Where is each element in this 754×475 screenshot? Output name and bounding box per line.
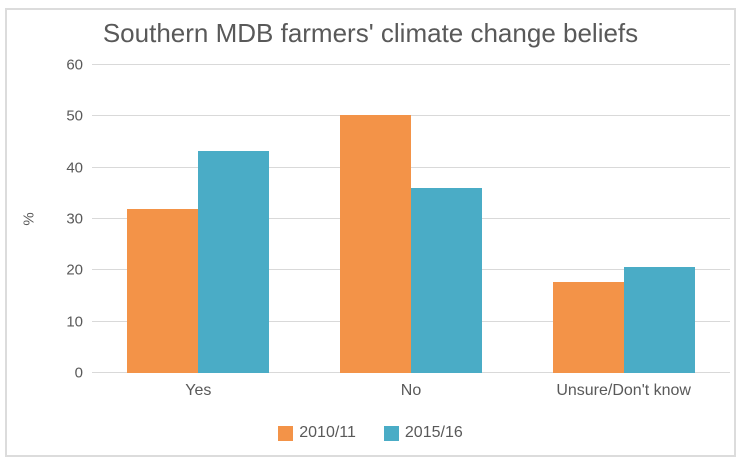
legend-item-2015/16: 2015/16 [383,424,463,442]
y-tick-label-60: 60 [66,56,83,74]
y-tick-label-20: 20 [66,261,83,279]
x-category-label-Unsure/Don't know: Unsure/Don't know [556,382,691,399]
y-tick-label-30: 30 [66,210,83,228]
y-axis-tick-labels: 0 10 20 30 40 50 60 [7,57,83,382]
bar-2015/16-Unsure/Don't know [623,267,695,373]
legend-label: 2015/16 [404,424,463,441]
legend: 2010/11 2015/16 [7,424,734,442]
legend-swatch-icon [383,425,399,441]
x-category-label-Yes: Yes [185,382,212,399]
y-tick-label-40: 40 [66,159,83,177]
x-axis-category-labels: Yes No Unsure/Don't know [92,382,730,404]
y-tick-label-10: 10 [66,313,83,331]
bar-2010/11-No [340,114,411,373]
plot-area [92,64,730,373]
chart-title: Southern MDB farmers' climate change bel… [102,18,639,48]
legend-swatch-icon [278,425,294,441]
y-tick-label-0: 0 [74,364,83,382]
x-category-label-No: No [400,382,422,399]
legend-label: 2010/11 [299,424,356,441]
bar-2015/16-No [411,188,482,373]
bar-2015/16-Yes [198,151,270,373]
legend-item-2010/11: 2010/11 [278,424,356,442]
bar-2010/11-Unsure/Don't know [552,281,624,373]
gridline-50 [92,115,730,117]
gridline-40 [92,166,730,168]
y-tick-label-50: 50 [66,107,83,125]
bar-2010/11-Yes [127,208,199,373]
chart-frame: Southern MDB farmers' climate change bel… [5,8,736,457]
gridline-60 [92,64,730,65]
